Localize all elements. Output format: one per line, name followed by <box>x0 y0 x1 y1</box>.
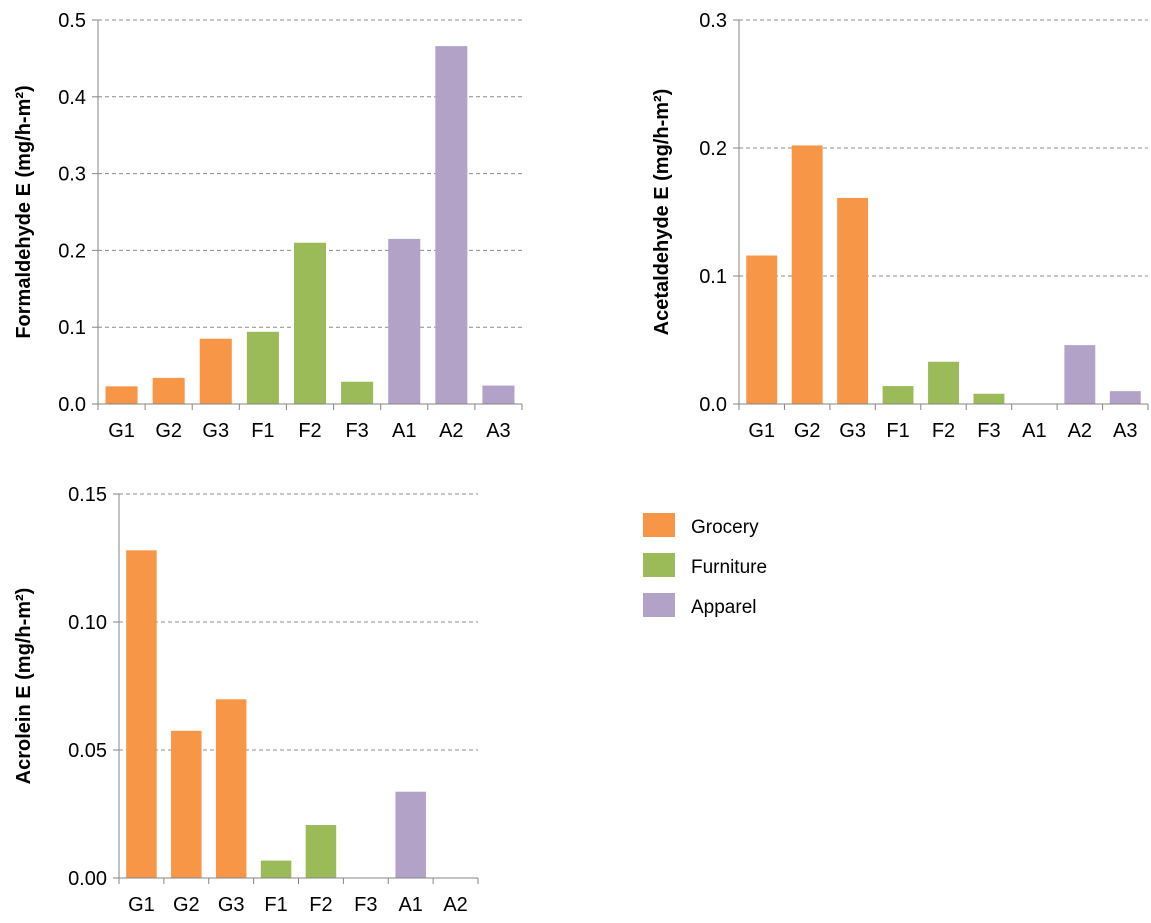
y-tick-label: 0.1 <box>699 266 727 288</box>
bar-g2 <box>791 145 823 404</box>
x-tick-label: G2 <box>155 420 182 442</box>
legend-label-furniture: Furniture <box>691 557 767 578</box>
y-tick-label: 0.1 <box>58 317 86 339</box>
bar-f1 <box>260 860 292 878</box>
y-tick-label: 0.3 <box>58 164 86 186</box>
y-tick-label: 0.10 <box>68 612 107 634</box>
x-tick-label: A1 <box>1022 420 1046 442</box>
x-tick-label: G2 <box>794 420 821 442</box>
x-tick-label: F2 <box>932 420 955 442</box>
x-tick-label: F2 <box>298 420 321 442</box>
x-tick-label: A1 <box>398 894 422 916</box>
y-tick-label: 0.0 <box>58 394 86 416</box>
x-tick-label: A3 <box>1113 420 1137 442</box>
y-tick-label: 0.4 <box>58 87 86 109</box>
acrolein-chart: 0.00 0.05 0.10 0.15 G1 G2 G3 F1 F2 F3 A1 A2 Acrolein… <box>13 484 479 916</box>
legend-swatch-apparel <box>643 593 675 617</box>
y-tick-label: 0.5 <box>58 10 86 32</box>
x-tick-label: F1 <box>264 894 287 916</box>
legend-swatch-furniture <box>643 553 675 577</box>
x-tick-label: F3 <box>977 420 1000 442</box>
y-axis-label: Formaldehyde E (mg/h-m²) <box>13 85 35 338</box>
bar-g1 <box>126 550 157 878</box>
bar-g2 <box>171 730 202 878</box>
x-tick-label: G1 <box>128 894 155 916</box>
y-tick-label: 0.2 <box>699 138 727 160</box>
y-tick-label: 0.2 <box>58 240 86 262</box>
x-tick-label: G3 <box>218 894 245 916</box>
bar-g1 <box>105 386 138 404</box>
x-tick-label: A1 <box>392 420 416 442</box>
bar-g1 <box>746 255 778 404</box>
bar-f3 <box>973 393 1005 404</box>
x-tick-label: F2 <box>309 894 332 916</box>
y-tick-label: 0.3 <box>699 10 727 32</box>
bar-a2 <box>1064 345 1096 404</box>
bar-f1 <box>882 386 914 404</box>
bar-g3 <box>199 338 232 404</box>
bar-a3 <box>1109 391 1141 404</box>
bar-a2 <box>435 46 468 404</box>
x-tick-label: G3 <box>202 420 229 442</box>
bar-g3 <box>215 699 247 878</box>
x-tick-label: G3 <box>839 420 866 442</box>
x-tick-label: G2 <box>173 894 200 916</box>
x-tick-label: A2 <box>443 894 467 916</box>
x-tick-label: G1 <box>108 420 135 442</box>
legend-label-grocery: Grocery <box>691 517 759 538</box>
legend-swatch-grocery <box>643 513 675 537</box>
x-tick-label: F3 <box>345 420 368 442</box>
y-axis-label: Acrolein E (mg/h-m²) <box>13 588 35 785</box>
x-tick-label: F1 <box>886 420 909 442</box>
acetaldehyde-chart: 0.0 0.1 0.2 0.3 G1 G2 G3 F1 F2 F3 A1 A2 A3 Acetaldehy… <box>651 10 1149 442</box>
x-tick-label: G1 <box>748 420 775 442</box>
legend: Grocery Furniture Apparel <box>643 513 767 618</box>
bar-f1 <box>246 331 279 404</box>
formaldehyde-chart: 0.0 0.1 0.2 0.3 0.4 0.5 G1 G2 G3 F1 F2 F3 A1 A2 A3 Form… <box>13 10 523 442</box>
bar-f2 <box>293 242 327 404</box>
x-tick-label: A2 <box>439 420 463 442</box>
bar-a3 <box>482 385 515 404</box>
bar-a1 <box>388 238 421 404</box>
y-tick-label: 0.00 <box>68 868 107 890</box>
bar-f3 <box>341 381 374 404</box>
bar-f2 <box>928 361 959 404</box>
x-tick-label: F3 <box>354 894 377 916</box>
bar-g2 <box>152 377 185 404</box>
y-tick-label: 0.0 <box>699 394 727 416</box>
x-tick-label: A3 <box>486 420 510 442</box>
y-tick-label: 0.15 <box>68 484 107 506</box>
bar-g3 <box>837 197 869 404</box>
legend-label-apparel: Apparel <box>691 597 757 618</box>
bar-f2 <box>305 825 337 878</box>
y-axis-label: Acetaldehyde E (mg/h-m²) <box>651 89 673 336</box>
x-tick-label: F1 <box>251 420 274 442</box>
y-tick-label: 0.05 <box>68 740 107 762</box>
bar-a1 <box>395 791 426 878</box>
x-tick-label: A2 <box>1068 420 1092 442</box>
